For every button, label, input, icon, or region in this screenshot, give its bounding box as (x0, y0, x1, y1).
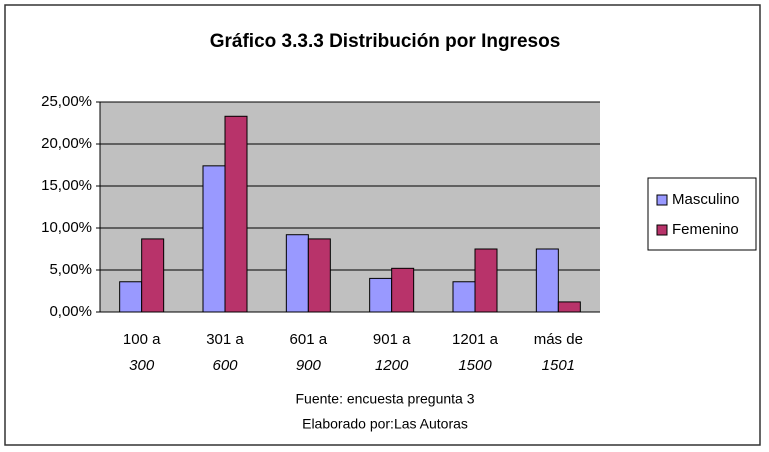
bar (119, 281, 143, 313)
bar (141, 238, 165, 313)
bar (535, 248, 559, 313)
x-tick-label: 601 a (290, 331, 328, 348)
bar (202, 165, 226, 313)
bar (369, 277, 393, 313)
bar (452, 281, 476, 313)
y-tick-label: 20,00% (41, 135, 92, 152)
x-tick-label: 901 a (373, 331, 411, 348)
x-tick-label: 1501 (542, 357, 575, 374)
bar (557, 301, 581, 313)
x-tick-label: 900 (296, 357, 322, 374)
chart-title: Gráfico 3.3.3 Distribución por Ingresos (210, 31, 561, 52)
source-note: Fuente: encuesta pregunta 3 (295, 391, 474, 407)
bar (285, 234, 309, 313)
legend-swatch (656, 194, 668, 206)
x-tick-label: 301 a (206, 331, 244, 348)
x-tick-label: más de (534, 331, 583, 348)
bar (474, 248, 498, 313)
author-note: Elaborado por:Las Autoras (302, 416, 468, 432)
y-tick-label: 0,00% (49, 303, 92, 320)
x-tick-label: 100 a (123, 331, 161, 348)
x-tick-label: 1201 a (452, 331, 499, 348)
bar (224, 115, 248, 313)
y-tick-label: 25,00% (41, 93, 92, 110)
x-tick-label: 600 (212, 357, 238, 374)
y-tick-label: 5,00% (49, 261, 92, 278)
x-tick-label: 300 (129, 357, 155, 374)
legend-label: Femenino (672, 221, 739, 238)
bar (307, 238, 331, 313)
legend-swatch (656, 224, 668, 236)
legend-box (647, 177, 757, 251)
legend-label: Masculino (672, 191, 740, 208)
x-tick-label: 1200 (375, 357, 409, 374)
plot-area (100, 102, 600, 312)
x-tick-label: 1500 (458, 357, 492, 374)
bar (391, 267, 415, 313)
y-tick-label: 10,00% (41, 219, 92, 236)
y-tick-label: 15,00% (41, 177, 92, 194)
